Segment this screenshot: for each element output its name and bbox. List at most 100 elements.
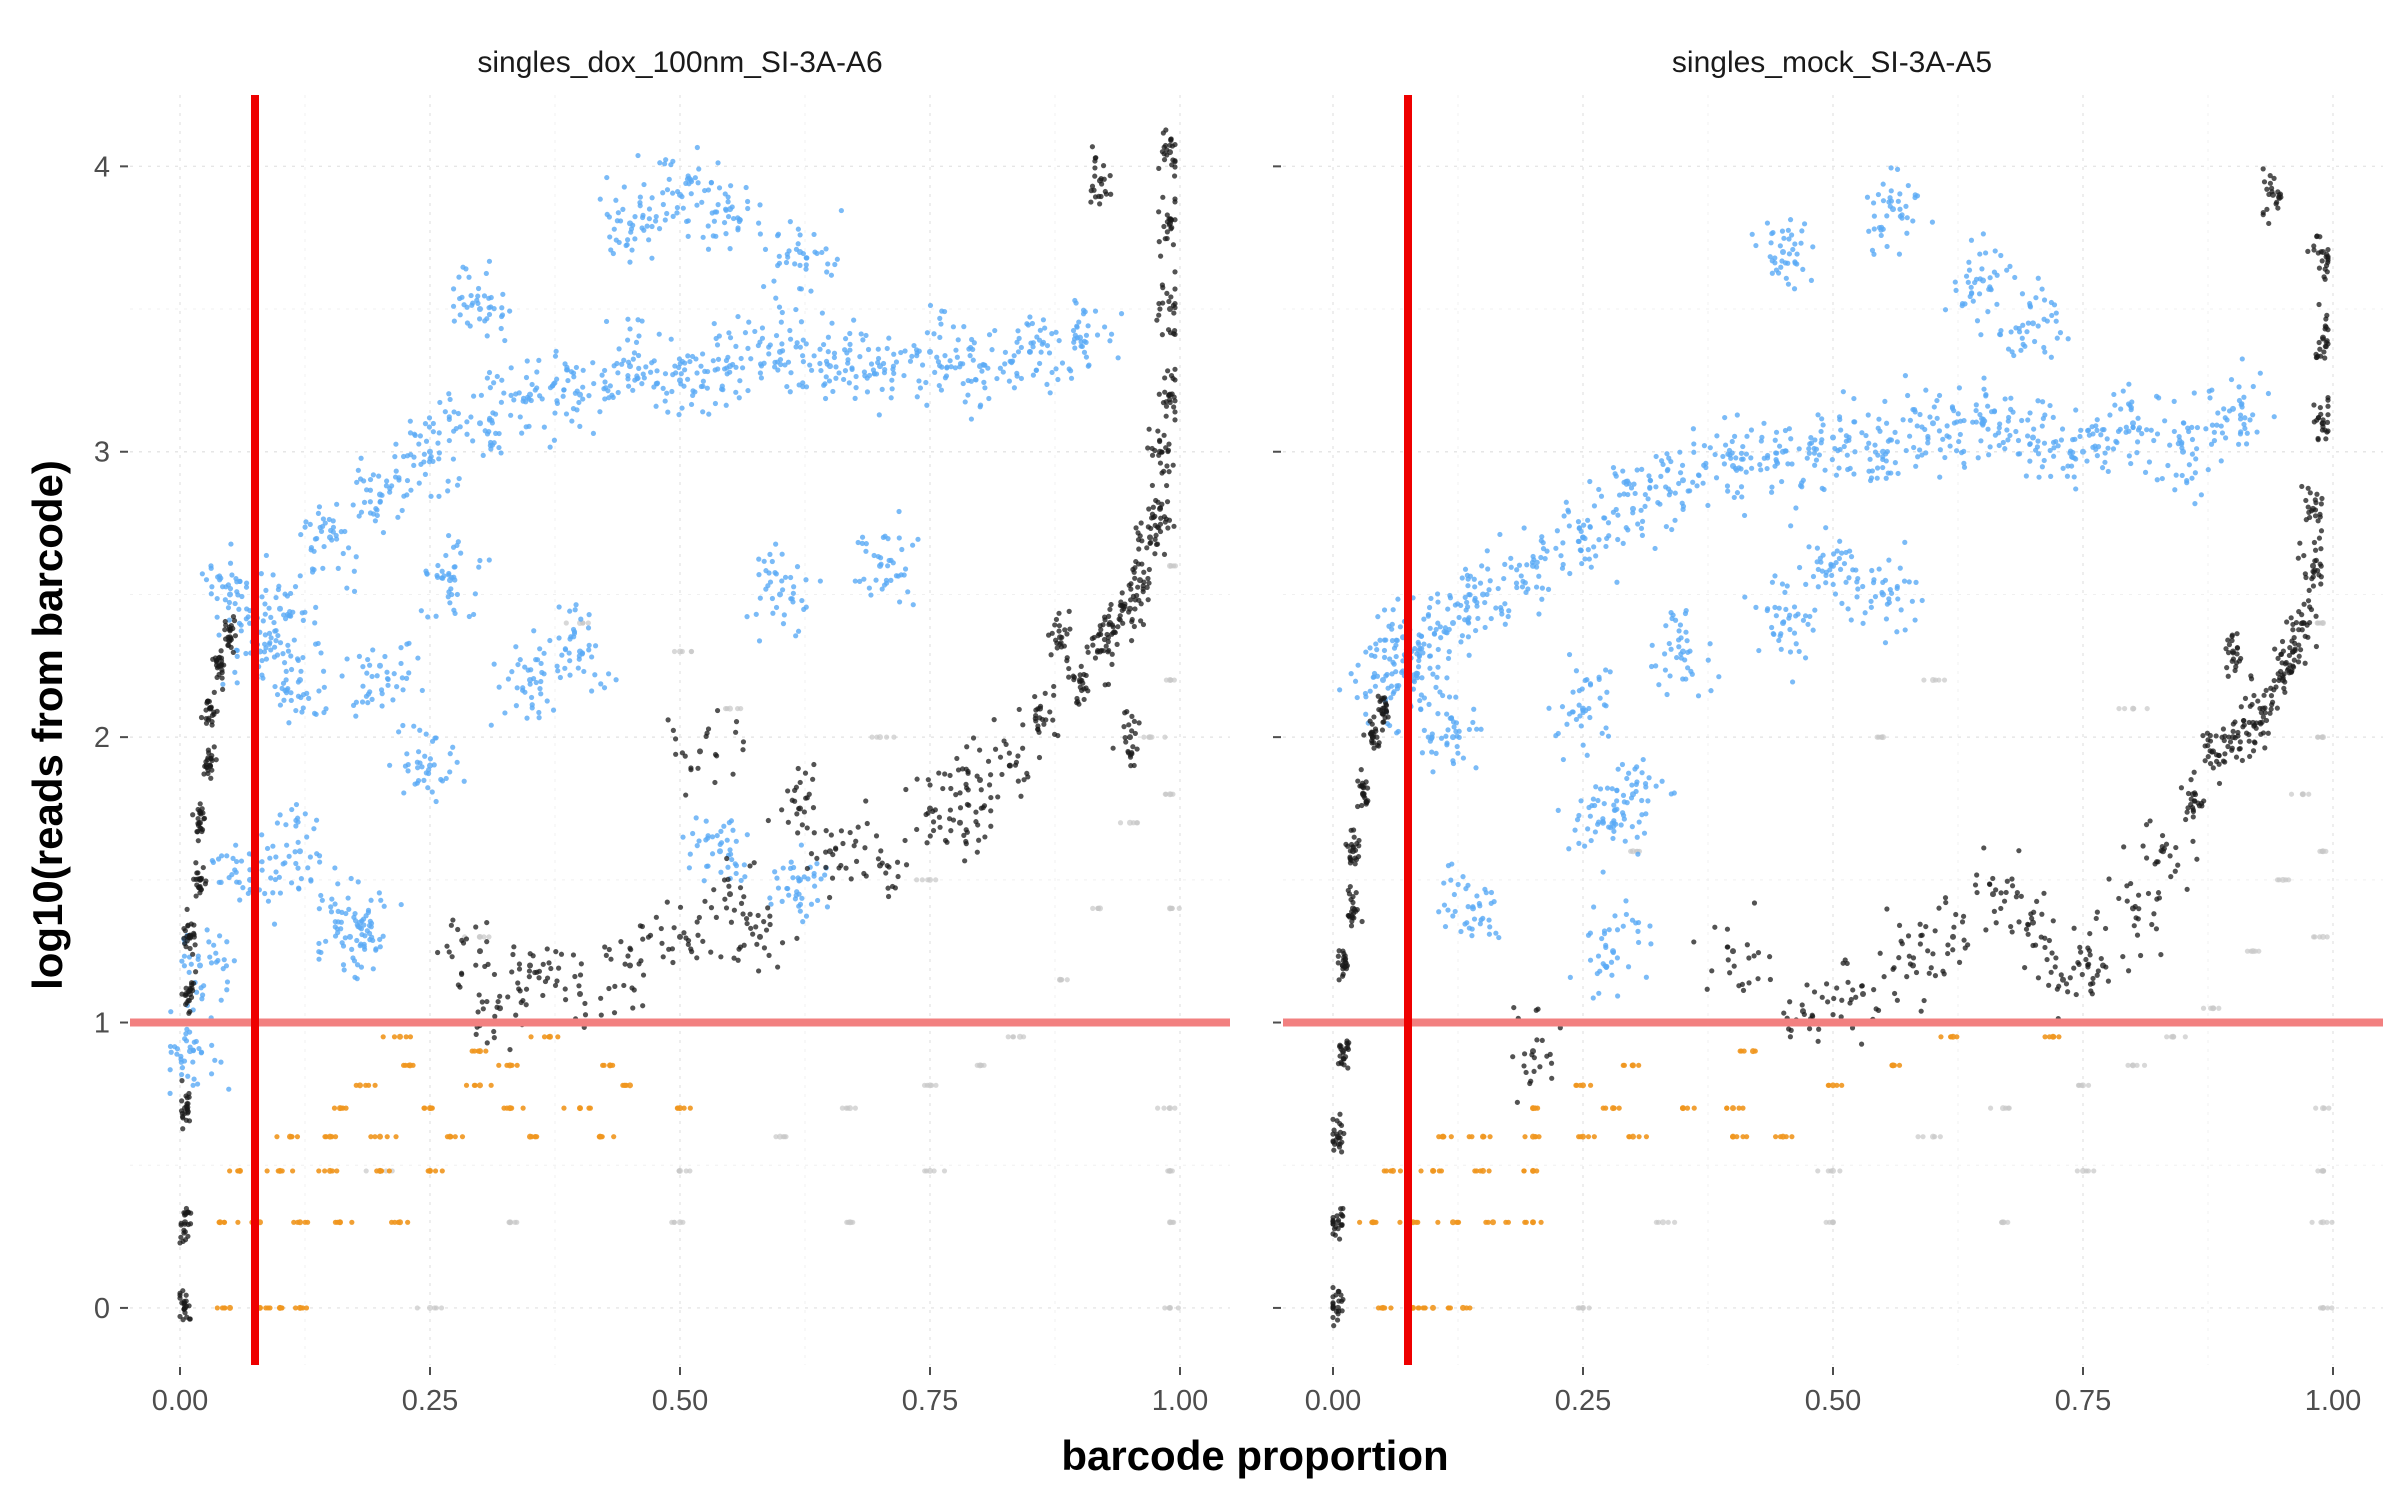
blue-point — [1834, 548, 1840, 554]
blue-point — [197, 962, 203, 969]
black-point — [2246, 731, 2252, 738]
grey-point — [941, 1168, 948, 1174]
grey-point — [2309, 1219, 2315, 1225]
blue-point — [1895, 198, 1901, 204]
blue-point — [285, 642, 291, 648]
blue-point — [1471, 706, 1477, 712]
blue-point — [2093, 423, 2099, 429]
blue-point — [556, 635, 562, 641]
blue-point — [1519, 584, 1526, 590]
blue-point — [1769, 270, 1775, 276]
blue-point — [1780, 248, 1786, 255]
black-point — [1098, 627, 1104, 633]
black-point — [1145, 597, 1151, 603]
blue-point — [1828, 561, 1834, 568]
blue-point — [1590, 796, 1596, 802]
blue-point — [1534, 559, 1540, 565]
black-point — [449, 954, 455, 960]
black-point — [2305, 598, 2312, 604]
black-point — [2249, 701, 2255, 708]
blue-point — [179, 958, 185, 964]
orange-point — [294, 1219, 301, 1225]
grey-point — [481, 934, 487, 940]
black-point — [479, 999, 485, 1005]
blue-point — [1377, 637, 1383, 643]
grey-point — [2317, 848, 2323, 854]
blue-point — [529, 381, 535, 388]
blue-point — [2099, 465, 2106, 471]
black-point — [1171, 310, 1177, 316]
blue-point — [361, 922, 367, 928]
black-point — [1126, 722, 1132, 728]
black-point — [2209, 749, 2215, 755]
blue-point — [654, 368, 660, 374]
blue-point — [1034, 334, 1040, 340]
black-point — [1157, 253, 1164, 259]
blue-point — [935, 359, 942, 365]
blue-point — [1800, 477, 1806, 483]
orange-point — [1455, 1219, 1462, 1225]
blue-point — [361, 478, 367, 484]
blue-point — [2095, 444, 2102, 450]
blue-point — [1450, 758, 1456, 764]
blue-point — [1886, 596, 1892, 602]
black-point — [1095, 633, 1101, 639]
blue-point — [2238, 402, 2244, 408]
orange-point — [534, 1134, 540, 1140]
black-point — [740, 747, 746, 753]
blue-point — [567, 658, 573, 664]
blue-point — [1838, 427, 1844, 433]
blue-point — [1798, 482, 1804, 489]
blue-point — [312, 620, 318, 626]
blue-point — [509, 669, 515, 675]
blue-point — [1883, 451, 1889, 457]
black-point — [957, 790, 963, 796]
black-point — [1164, 290, 1170, 296]
black-point — [450, 917, 456, 923]
blue-point — [1796, 446, 1802, 452]
blue-point — [342, 935, 348, 941]
black-point — [962, 858, 968, 864]
black-point — [1166, 298, 1172, 305]
black-point — [1033, 718, 1039, 724]
blue-point — [353, 699, 359, 705]
blue-point — [390, 697, 396, 703]
blue-point — [524, 358, 530, 364]
blue-point — [1785, 281, 1792, 287]
blue-point — [351, 568, 357, 574]
blue-point — [1068, 375, 1075, 381]
blue-point — [436, 450, 443, 456]
blue-point — [1609, 786, 1615, 792]
blue-point — [1664, 691, 1670, 698]
blue-point — [2005, 418, 2011, 424]
blue-point — [1619, 761, 1626, 768]
blue-point — [1864, 194, 1871, 200]
blue-point — [774, 232, 781, 239]
black-point — [694, 955, 700, 961]
blue-point — [927, 348, 933, 355]
blue-point — [1871, 213, 1877, 219]
black-point — [2311, 419, 2317, 425]
blue-point — [1872, 442, 1878, 448]
blue-point — [436, 430, 442, 436]
black-point — [182, 1229, 188, 1235]
blue-point — [351, 958, 358, 964]
blue-point — [317, 524, 323, 531]
blue-point — [2112, 402, 2118, 408]
blue-point — [417, 727, 423, 733]
blue-point — [836, 370, 842, 376]
grey-point — [839, 1105, 845, 1111]
blue-point — [954, 354, 960, 360]
blue-point — [641, 181, 647, 188]
blue-point — [1753, 242, 1759, 249]
black-point — [199, 806, 205, 812]
blue-point — [944, 365, 950, 371]
blue-point — [1047, 390, 1053, 396]
blue-point — [1731, 433, 1738, 439]
black-point — [1015, 753, 1021, 759]
blue-point — [590, 360, 596, 366]
blue-point — [1615, 536, 1621, 543]
blue-point — [2023, 473, 2029, 479]
black-point — [179, 1098, 185, 1104]
blue-point — [1783, 275, 1789, 281]
